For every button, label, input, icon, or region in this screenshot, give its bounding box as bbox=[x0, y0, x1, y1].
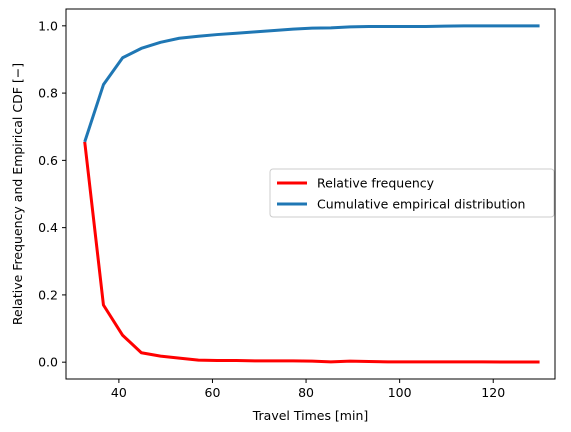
y-axis-ticks: 0.0 0.2 0.4 0.6 0.8 1.0 bbox=[38, 18, 66, 370]
x-tick-label: 40 bbox=[111, 385, 127, 400]
legend-box bbox=[269, 168, 555, 218]
legend-label-relative-frequency: Relative frequency bbox=[317, 176, 435, 191]
legend: Relative frequency Cumulative empirical d… bbox=[269, 168, 555, 218]
y-tick-label: 0.6 bbox=[38, 153, 58, 168]
y-tick-label: 1.0 bbox=[38, 18, 58, 33]
y-tick-label: 0.4 bbox=[38, 220, 58, 235]
y-axis-label: Relative Frequency and Empirical CDF [−] bbox=[10, 63, 25, 325]
x-axis-label: Travel Times [min] bbox=[252, 408, 369, 423]
legend-label-cumulative-empirical-distribution: Cumulative empirical distribution bbox=[317, 197, 525, 212]
y-tick-label: 0.8 bbox=[38, 86, 58, 101]
x-tick-label: 100 bbox=[388, 385, 412, 400]
x-axis-ticks: 40 60 80 100 120 bbox=[111, 379, 505, 400]
x-tick-label: 60 bbox=[205, 385, 221, 400]
series-lines bbox=[83, 24, 540, 364]
y-tick-label: 0.2 bbox=[38, 287, 58, 302]
plot-frame bbox=[65, 8, 556, 380]
x-tick-label: 120 bbox=[481, 385, 505, 400]
y-tick-label: 0.0 bbox=[38, 355, 58, 370]
series-line-relative-frequency bbox=[83, 141, 540, 364]
series-line-cumulative-empirical-distribution bbox=[83, 24, 540, 143]
x-tick-label: 80 bbox=[298, 385, 314, 400]
